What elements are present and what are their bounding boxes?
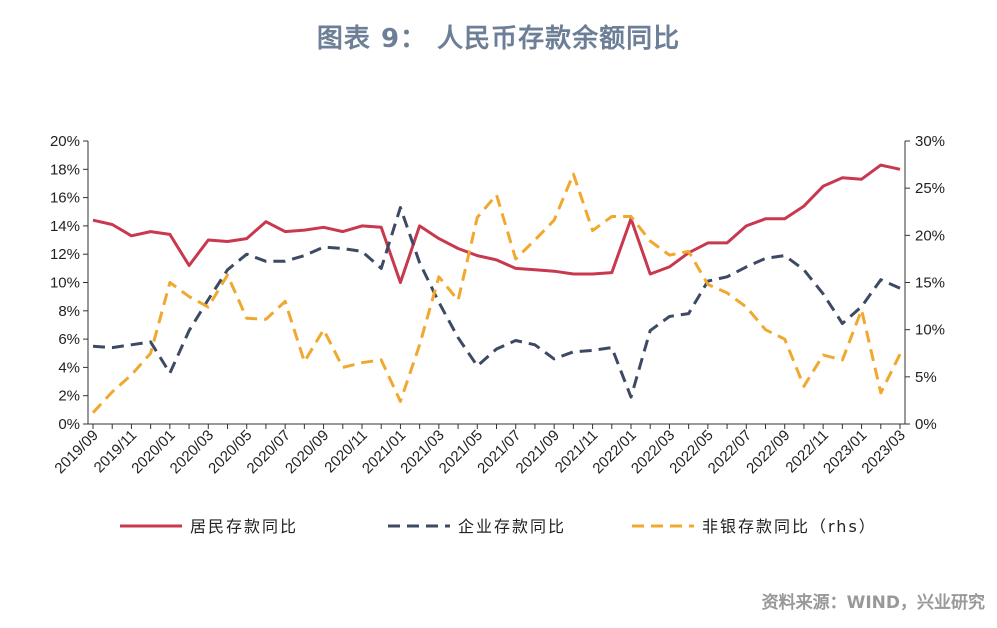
left-tick-label: 20% (50, 133, 80, 150)
axes (87, 141, 906, 425)
left-axis-ticks: 0% 2% 4% 6% 8% 10% 12% 14% 16% 18% 20% (50, 133, 88, 433)
right-axis-ticks: 0% 5% 10% 15% 20% 25% 30% (905, 133, 945, 433)
series-line-3 (91, 172, 902, 414)
source-note: 资料来源：WIND，兴业研究 (761, 593, 985, 613)
series-line-1 (92, 163, 901, 284)
legend: 居民存款同比 企业存款同比 非银存款同比（rhs） (120, 517, 877, 536)
left-tick-label: 6% (58, 331, 80, 348)
chart-title: 图表 9： 人民币存款余额同比 (316, 24, 681, 54)
left-tick-label: 0% (58, 416, 80, 433)
series-line-2 (92, 206, 901, 399)
x-axis-ticks: 2019/092019/112020/012020/032020/052020/… (51, 424, 909, 477)
x-tick-label: 2019/09 (51, 427, 101, 477)
legend-label-2: 企业存款同比 (458, 517, 566, 536)
right-tick-label: 5% (915, 369, 937, 386)
left-tick-label: 2% (58, 388, 80, 405)
left-tick-label: 16% (50, 190, 80, 207)
x-tick-label: 2020/09 (282, 427, 332, 477)
left-tick-label: 4% (58, 359, 80, 376)
right-tick-label: 30% (915, 133, 945, 150)
legend-label-1: 居民存款同比 (190, 517, 298, 536)
right-tick-label: 10% (915, 322, 945, 339)
left-tick-label: 8% (58, 303, 80, 320)
right-tick-label: 0% (915, 416, 937, 433)
left-tick-label: 14% (50, 218, 80, 235)
right-tick-label: 15% (915, 275, 945, 292)
left-tick-label: 10% (50, 275, 80, 292)
x-tick-label: 2022/09 (743, 427, 793, 477)
x-tick-label: 2023/03 (858, 427, 908, 477)
left-tick-label: 12% (50, 246, 80, 263)
legend-label-3: 非银存款同比（rhs） (702, 517, 877, 536)
right-tick-label: 25% (915, 180, 945, 197)
left-tick-label: 18% (50, 161, 80, 178)
x-tick-label: 2021/09 (513, 427, 563, 477)
right-tick-label: 20% (915, 227, 945, 244)
series-layer (91, 163, 902, 414)
